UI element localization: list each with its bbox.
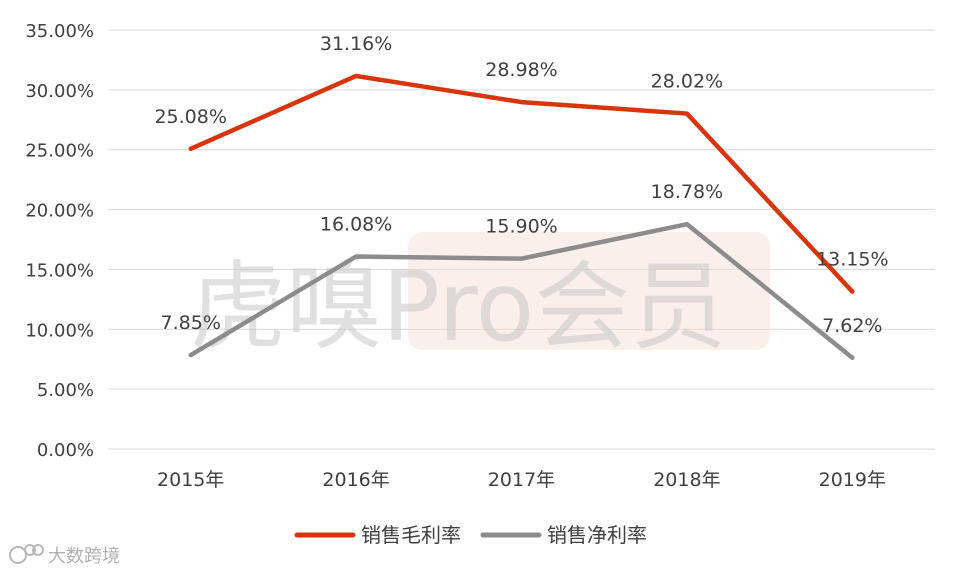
watermark-pro-badge: [408, 232, 770, 350]
x-tick-label: 2018年: [653, 469, 720, 491]
y-tick-label: 10.00%: [25, 320, 94, 341]
gridlines: [108, 29, 935, 450]
data-labels: 25.08% 31.16% 28.98% 28.02% 13.15% 7.85% 16.08…: [154, 33, 888, 337]
y-tick-label: 5.00%: [37, 380, 94, 401]
data-label: 18.78%: [651, 181, 723, 203]
series-line-0: [188, 73, 855, 294]
series-line-1: [188, 221, 855, 361]
data-label: 28.98%: [485, 59, 557, 81]
y-axis-ticks: 0.00% 5.00% 10.00% 15.00% 20.00% 25.00% 30.00%…: [25, 21, 94, 461]
x-tick-label: 2019年: [819, 469, 886, 491]
y-tick-label: 30.00%: [25, 81, 94, 102]
y-tick-label: 20.00%: [25, 201, 94, 222]
legend: 销售毛利率 销售净利率: [294, 523, 647, 547]
corner-watermark: 大数跨境: [9, 544, 120, 567]
y-tick-label: 35.00%: [25, 21, 94, 42]
y-tick-label: 25.00%: [25, 141, 94, 162]
legend-label: 销售净利率: [547, 523, 647, 547]
watermark-text: 虎嗅Pro会员: [190, 251, 726, 363]
data-label: 25.08%: [154, 106, 226, 128]
y-tick-label: 15.00%: [25, 260, 94, 281]
watermark: 虎嗅Pro会员: [190, 232, 770, 363]
data-label: 15.90%: [485, 216, 557, 238]
data-label: 31.16%: [320, 33, 392, 55]
legend-label: 销售毛利率: [361, 523, 461, 547]
x-axis-ticks: 2015年 2016年 2017年 2018年 2019年: [157, 469, 886, 491]
y-tick-label: 0.00%: [37, 440, 94, 461]
corner-logo-icon: [9, 544, 44, 564]
data-label: 28.02%: [651, 71, 723, 93]
corner-watermark-text: 大数跨境: [48, 546, 120, 567]
x-tick-label: 2015年: [157, 469, 224, 491]
series-lines: [188, 73, 855, 361]
data-label: 7.85%: [161, 312, 221, 334]
data-label: 7.62%: [822, 315, 882, 337]
x-tick-label: 2017年: [488, 469, 555, 491]
x-tick-label: 2016年: [322, 469, 389, 491]
data-label: 16.08%: [320, 213, 392, 235]
data-label: 13.15%: [816, 249, 888, 271]
